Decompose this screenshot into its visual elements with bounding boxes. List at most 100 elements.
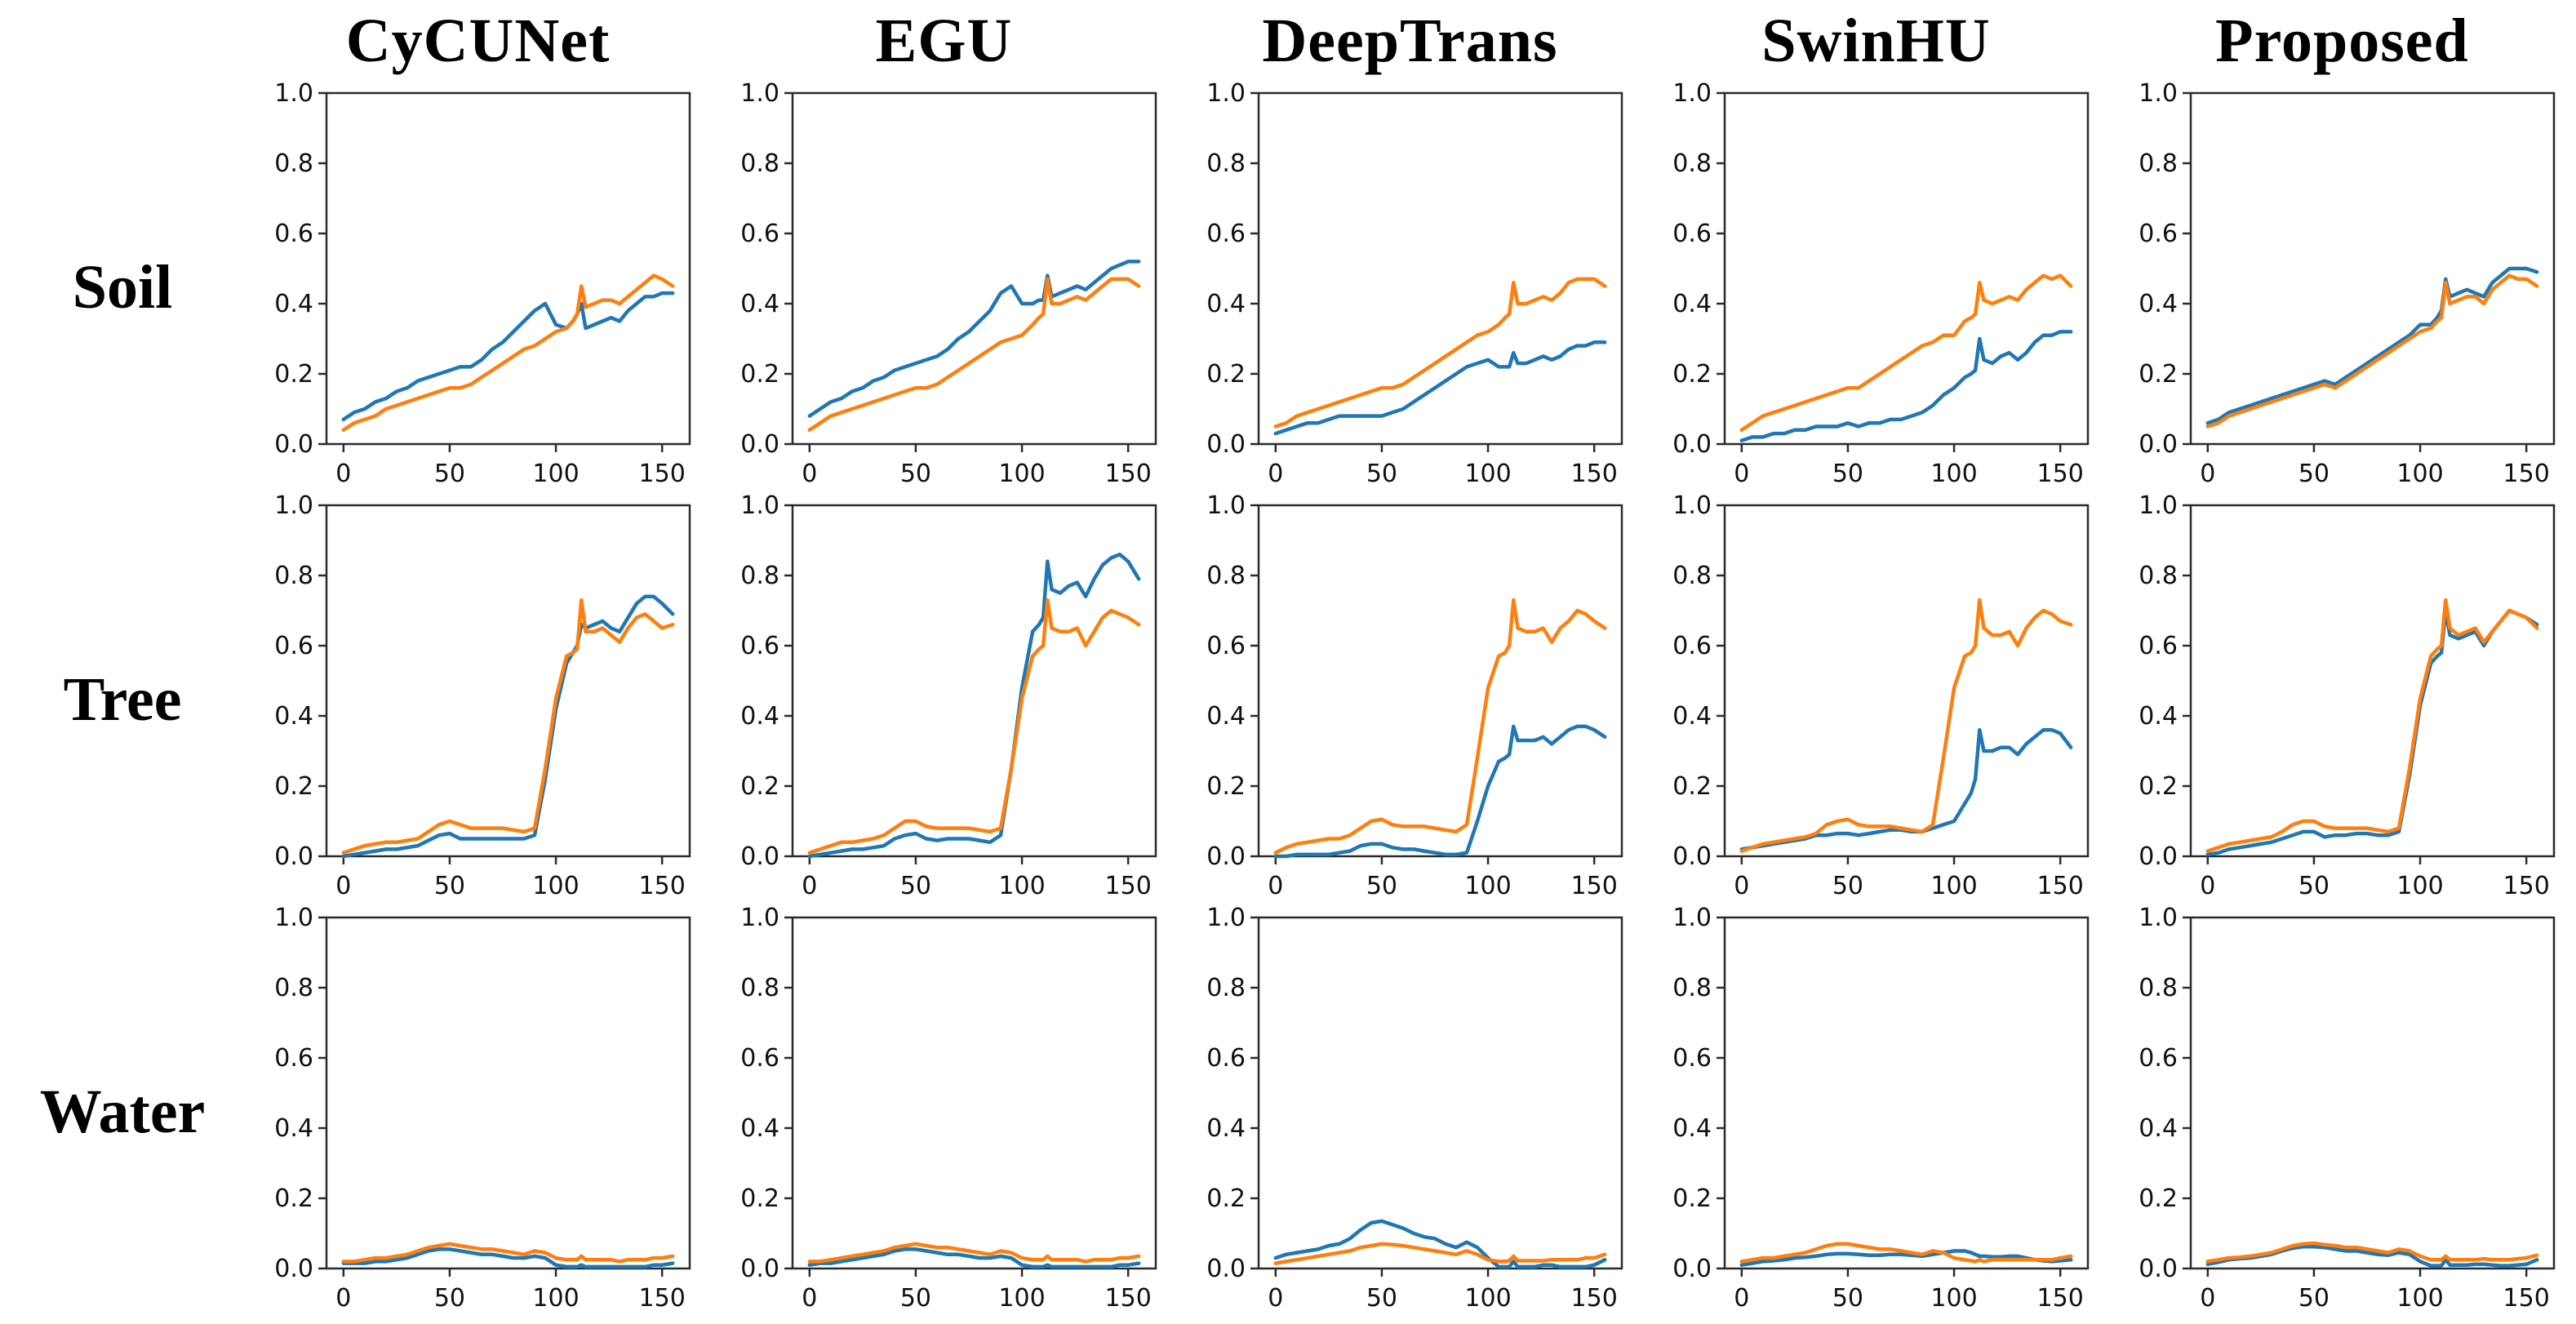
y-tick-label: 0.4: [1672, 702, 1712, 731]
y-tick-label: 0.0: [1206, 842, 1246, 871]
chart-canvas-water-cycunet: 0.0 0.2 0.4 0.6 0.8 1.0 0 50 100 150: [274, 906, 691, 1313]
y-tick-label: 1.0: [2139, 906, 2178, 932]
x-tick-label: 150: [1571, 460, 1618, 488]
y-tick-label: 0.0: [274, 842, 313, 871]
plot-border: [2189, 504, 2556, 858]
plot-water-proposed: 0.0 0.2 0.4 0.6 0.8 1.0 0 50 100 150: [2109, 906, 2575, 1318]
y-tick-label: 0.4: [1206, 1114, 1246, 1143]
y-tick-label: 1.0: [1206, 494, 1246, 520]
chart-canvas-tree-deeptrans: 0.0 0.2 0.4 0.6 0.8 1.0 0 50 100 150: [1206, 494, 1623, 900]
y-tick-label: 0.6: [274, 1044, 313, 1073]
y-tick-label: 0.6: [1672, 632, 1712, 660]
x-tick-label: 50: [2298, 1284, 2330, 1313]
y-tick-label: 0.4: [1206, 290, 1246, 318]
x-tick-label: 100: [1464, 872, 1511, 900]
plot-soil-egu: 0.0 0.2 0.4 0.6 0.8 1.0 0 50 100 150: [711, 82, 1177, 494]
column-title-proposed: Proposed: [2215, 6, 2469, 75]
y-tick-label: 0.0: [2139, 842, 2178, 871]
y-tick-label: 0.6: [1672, 1044, 1712, 1073]
y-tick-label: 0.6: [1672, 220, 1712, 248]
y-axis: 0.0 0.2 0.4 0.6 0.8 1.0: [2139, 82, 2191, 459]
plot-border: [791, 91, 1157, 446]
series-orange-line-tree-swinhu: [1739, 598, 2073, 853]
x-tick-label: 50: [900, 1284, 931, 1313]
y-tick-label: 1.0: [1206, 906, 1246, 932]
x-tick-label: 0: [1268, 460, 1283, 488]
x-tick-label: 150: [2503, 872, 2550, 900]
x-tick-label: 50: [1366, 872, 1397, 900]
row-label-water: Water: [39, 1077, 206, 1146]
series-orange-line-water-swinhu: [1739, 1242, 2073, 1264]
y-tick-label: 0.0: [274, 1255, 313, 1283]
plot-water-egu: 0.0 0.2 0.4 0.6 0.8 1.0 0 50 100 150: [711, 906, 1177, 1318]
series-blue-line-water-deeptrans: [1273, 1219, 1607, 1269]
y-axis: 0.0 0.2 0.4 0.6 0.8 1.0: [1672, 494, 1725, 871]
plot-border: [325, 916, 691, 1270]
series-orange-line-water-proposed: [2205, 1241, 2539, 1264]
y-tick-label: 0.4: [1672, 1114, 1712, 1143]
x-tick-label: 0: [1268, 872, 1283, 900]
y-tick-label: 1.0: [740, 906, 779, 932]
y-tick-label: 0.2: [740, 772, 779, 801]
y-tick-label: 0.2: [1206, 772, 1246, 801]
x-tick-label: 100: [998, 872, 1045, 900]
plot-border: [791, 504, 1157, 858]
series-blue-line-soil-proposed: [2205, 266, 2539, 425]
x-tick-label: 100: [1930, 872, 1977, 900]
series-orange-line-soil-egu: [807, 277, 1141, 433]
plot-soil-deeptrans: 0.0 0.2 0.4 0.6 0.8 1.0 0 50 100 150: [1177, 82, 1643, 494]
x-axis: 0 50 100 150: [335, 444, 686, 488]
grid-corner: [0, 0, 245, 82]
series-blue-line-water-swinhu: [1739, 1249, 2073, 1267]
plot-border: [1723, 504, 2090, 858]
series-blue-line-tree-cycunet: [341, 594, 675, 859]
series-blue-line-soil-swinhu: [1739, 330, 2073, 442]
y-tick-label: 0.2: [2139, 1184, 2178, 1213]
y-tick-label: 0.2: [1672, 1184, 1712, 1213]
x-axis: 0 50 100 150: [2200, 444, 2550, 488]
x-tick-label: 50: [2298, 460, 2330, 488]
x-tick-label: 100: [532, 1284, 579, 1313]
plot-border: [1723, 916, 2090, 1270]
series-blue-line-water-cycunet: [341, 1247, 675, 1269]
series-orange-line-soil-cycunet: [341, 273, 675, 433]
plot-border: [1257, 916, 1623, 1270]
y-axis: 0.0 0.2 0.4 0.6 0.8 1.0: [740, 82, 793, 459]
y-tick-label: 0.2: [1672, 772, 1712, 801]
y-tick-label: 0.8: [274, 562, 313, 590]
y-tick-label: 0.4: [274, 1114, 313, 1143]
x-tick-label: 50: [434, 460, 465, 488]
y-tick-label: 0.2: [1206, 360, 1246, 389]
series-blue-line-soil-deeptrans: [1273, 340, 1607, 436]
chart-canvas-soil-proposed: 0.0 0.2 0.4 0.6 0.8 1.0 0 50 100 150: [2139, 82, 2556, 488]
y-tick-label: 0.2: [740, 1184, 779, 1213]
y-tick-label: 0.2: [274, 772, 313, 801]
y-tick-label: 0.8: [274, 149, 313, 178]
plot-border: [1257, 91, 1623, 446]
y-axis: 0.0 0.2 0.4 0.6 0.8 1.0: [2139, 494, 2191, 871]
y-axis: 0.0 0.2 0.4 0.6 0.8 1.0: [274, 494, 326, 871]
x-tick-label: 150: [1105, 1284, 1152, 1313]
y-tick-label: 0.6: [2139, 632, 2178, 660]
y-tick-label: 0.0: [1206, 430, 1246, 459]
y-tick-label: 0.6: [740, 220, 779, 248]
x-tick-label: 100: [1930, 460, 1977, 488]
series-blue-line-soil-cycunet: [341, 291, 675, 422]
y-tick-label: 0.8: [740, 562, 779, 590]
plot-border: [1723, 91, 2090, 446]
chart-canvas-tree-swinhu: 0.0 0.2 0.4 0.6 0.8 1.0 0 50 100 150: [1672, 494, 2090, 900]
y-axis: 0.0 0.2 0.4 0.6 0.8 1.0: [740, 494, 793, 871]
plot-water-swinhu: 0.0 0.2 0.4 0.6 0.8 1.0 0 50 100 150: [1643, 906, 2109, 1318]
series-orange-line-tree-deeptrans: [1273, 598, 1607, 855]
x-tick-label: 150: [1105, 872, 1152, 900]
x-axis: 0 50 100 150: [1734, 856, 2084, 900]
y-tick-label: 0.2: [1206, 1184, 1246, 1213]
plot-water-cycunet: 0.0 0.2 0.4 0.6 0.8 1.0 0 50 100 150: [245, 906, 711, 1318]
x-axis: 0 50 100 150: [1268, 444, 1618, 488]
y-tick-label: 0.8: [2139, 562, 2178, 590]
plot-tree-swinhu: 0.0 0.2 0.4 0.6 0.8 1.0 0 50 100 150: [1643, 494, 2109, 906]
y-tick-label: 0.8: [740, 974, 779, 1002]
plot-tree-cycunet: 0.0 0.2 0.4 0.6 0.8 1.0 0 50 100 150: [245, 494, 711, 906]
y-tick-label: 0.8: [274, 974, 313, 1002]
